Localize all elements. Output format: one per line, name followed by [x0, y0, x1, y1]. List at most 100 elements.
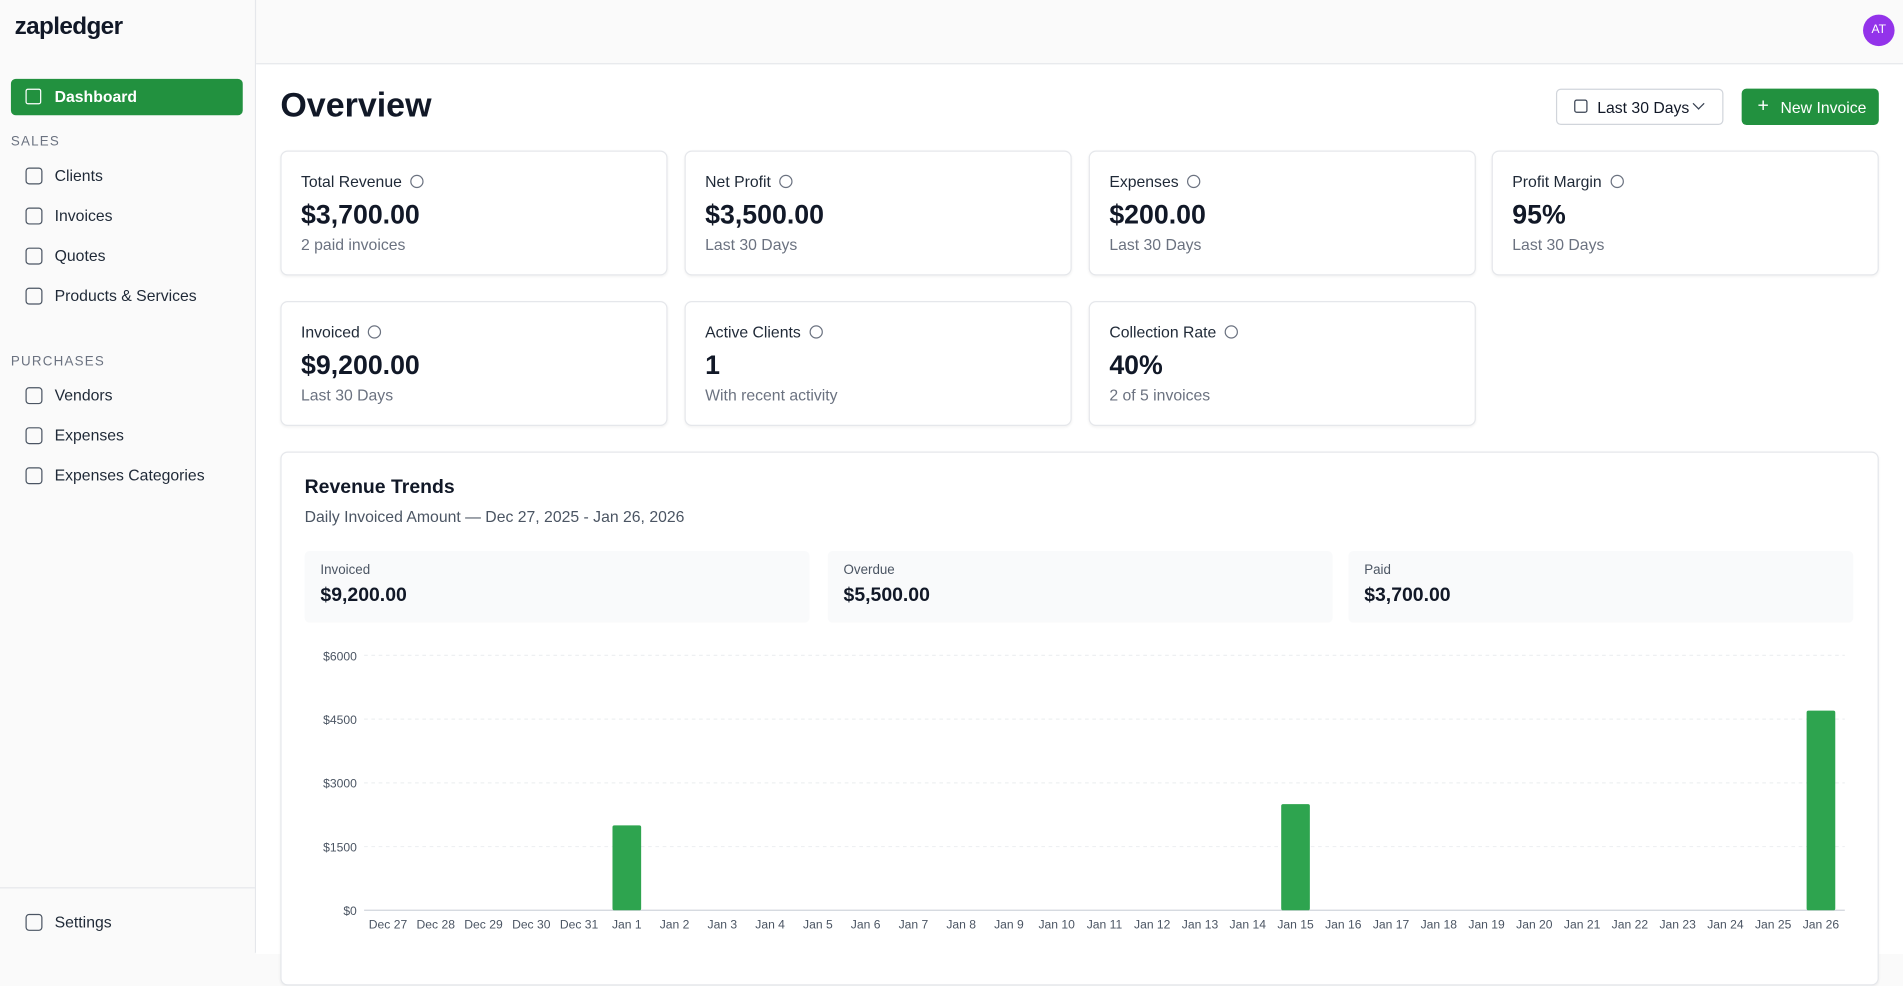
- icon: [25, 207, 43, 225]
- chart-title: Revenue Trends: [304, 476, 455, 498]
- y-tick-label: $4500: [323, 713, 357, 727]
- x-tick-label: Jan 25: [1755, 917, 1792, 931]
- kpi-label: Active Clients: [705, 322, 801, 342]
- summary-label: Invoiced: [320, 563, 371, 578]
- icon: [25, 913, 43, 931]
- kpi-label: Expenses: [1109, 172, 1179, 191]
- x-tick-label: Jan 7: [899, 917, 929, 931]
- kpi-note: 2 paid invoices: [300, 235, 406, 254]
- y-tick-label: $3000: [323, 777, 357, 791]
- summary-value: $9,200.00: [320, 585, 407, 606]
- kpi-card: [280, 300, 668, 427]
- bar: [1806, 710, 1836, 911]
- kpi-value: $3,500.00: [705, 199, 824, 230]
- nav-item[interactable]: Expenses: [54, 426, 124, 445]
- y-tick-label: $6000: [323, 649, 357, 663]
- x-tick-label: Dec 31: [560, 917, 599, 931]
- nav-item[interactable]: Expenses Categories: [54, 466, 205, 485]
- kpi-label: Net Profit: [705, 172, 771, 191]
- icon: [1574, 99, 1588, 113]
- x-tick-label: Jan 16: [1325, 917, 1362, 931]
- x-tick-label: Jan 17: [1373, 917, 1410, 931]
- x-tick-label: Dec 28: [417, 917, 456, 931]
- kpi-label: Collection Rate: [1109, 322, 1217, 342]
- kpi-label: Total Revenue: [300, 172, 402, 191]
- summary-label: Overdue: [843, 563, 895, 578]
- nav-item[interactable]: Settings: [54, 912, 112, 931]
- x-tick-label: Jan 23: [1659, 917, 1696, 931]
- bar: [1281, 804, 1310, 911]
- x-tick-label: Jan 14: [1230, 917, 1267, 931]
- divider: [0, 887, 255, 889]
- icon: [25, 387, 43, 405]
- nav-item[interactable]: Vendors: [54, 385, 113, 405]
- x-tick-label: Jan 22: [1612, 917, 1649, 931]
- x-tick-label: Jan 8: [946, 917, 976, 931]
- summary-label: Paid: [1364, 563, 1391, 578]
- x-tick-label: Jan 9: [994, 917, 1024, 931]
- icon: [25, 88, 42, 105]
- summary-value: $5,500.00: [843, 585, 930, 606]
- new-invoice-label[interactable]: New Invoice: [1780, 98, 1867, 117]
- sidebar: [0, 0, 257, 953]
- x-tick-label: Jan 3: [708, 917, 738, 931]
- kpi-note: Last 30 Days: [300, 385, 394, 405]
- info-icon: [1186, 174, 1201, 189]
- x-tick-label: Jan 6: [851, 917, 881, 931]
- date-filter-label[interactable]: Last 30 Days: [1597, 98, 1690, 117]
- kpi-card: [1088, 150, 1476, 276]
- date-filter[interactable]: [1555, 88, 1724, 126]
- x-tick-label: Jan 24: [1707, 917, 1744, 931]
- nav-item[interactable]: Products & Services: [54, 286, 197, 305]
- x-tick-label: Dec 29: [464, 917, 503, 931]
- nav-active[interactable]: [10, 78, 243, 116]
- kpi-label: Profit Margin: [1512, 172, 1602, 191]
- x-tick-label: Dec 30: [512, 917, 551, 931]
- summary-box: [827, 551, 1333, 623]
- x-tick-label: Jan 5: [803, 917, 833, 931]
- summary-box: [304, 551, 810, 623]
- nav-item[interactable]: Clients: [54, 166, 103, 185]
- x-tick-label: Jan 10: [1038, 917, 1075, 931]
- kpi-note: Last 30 Days: [705, 235, 798, 254]
- kpi-card: [280, 150, 668, 276]
- x-tick-label: Jan 15: [1277, 917, 1314, 931]
- chart-subtitle: Daily Invoiced Amount — Dec 27, 2025 - J…: [304, 507, 685, 526]
- info-icon: [1224, 325, 1238, 339]
- kpi-card: [684, 150, 1072, 276]
- kpi-value: $3,700.00: [300, 199, 420, 230]
- kpi-card: [684, 300, 1072, 427]
- nav-item[interactable]: Dashboard: [54, 87, 138, 106]
- info-icon: [779, 174, 793, 189]
- kpi-value: $200.00: [1109, 199, 1206, 230]
- icon: [25, 287, 43, 305]
- x-tick-label: Jan 18: [1421, 917, 1458, 931]
- nav-section: SALES: [10, 134, 61, 150]
- nav-item[interactable]: Invoices: [54, 206, 113, 225]
- new-invoice[interactable]: [1741, 88, 1879, 126]
- icon: [25, 467, 43, 485]
- x-tick-label: Jan 11: [1087, 917, 1123, 931]
- x-tick-label: Jan 19: [1468, 917, 1505, 931]
- kpi-note: Last 30 Days: [1109, 235, 1202, 254]
- icon: [25, 427, 43, 445]
- x-tick-label: Jan 1: [612, 917, 642, 931]
- page-title: Overview: [280, 86, 432, 124]
- avatar[interactable]: AT: [1863, 14, 1895, 47]
- info-icon: [1610, 174, 1624, 189]
- x-tick-label: Jan 21: [1564, 917, 1601, 931]
- info-icon: [410, 174, 424, 189]
- x-tick-label: Jan 13: [1182, 917, 1219, 931]
- x-tick-label: Jan 12: [1134, 917, 1171, 931]
- plus: +: [1757, 95, 1769, 117]
- info-icon: [367, 325, 382, 339]
- kpi-note: Last 30 Days: [1512, 235, 1605, 254]
- x-tick-label: Jan 26: [1803, 917, 1840, 931]
- kpi-label: Invoiced: [300, 322, 360, 342]
- x-tick-label: Jan 20: [1516, 917, 1553, 931]
- chart: $0 $1500 $3000 $4500 $6000 Dec 27 Dec 28 Dec 29…: [323, 649, 1845, 931]
- summary-value: $3,700.00: [1364, 585, 1451, 606]
- nav-item[interactable]: Quotes: [54, 246, 106, 265]
- brand[interactable]: zapledger: [14, 13, 123, 41]
- kpi-card: [1088, 300, 1476, 427]
